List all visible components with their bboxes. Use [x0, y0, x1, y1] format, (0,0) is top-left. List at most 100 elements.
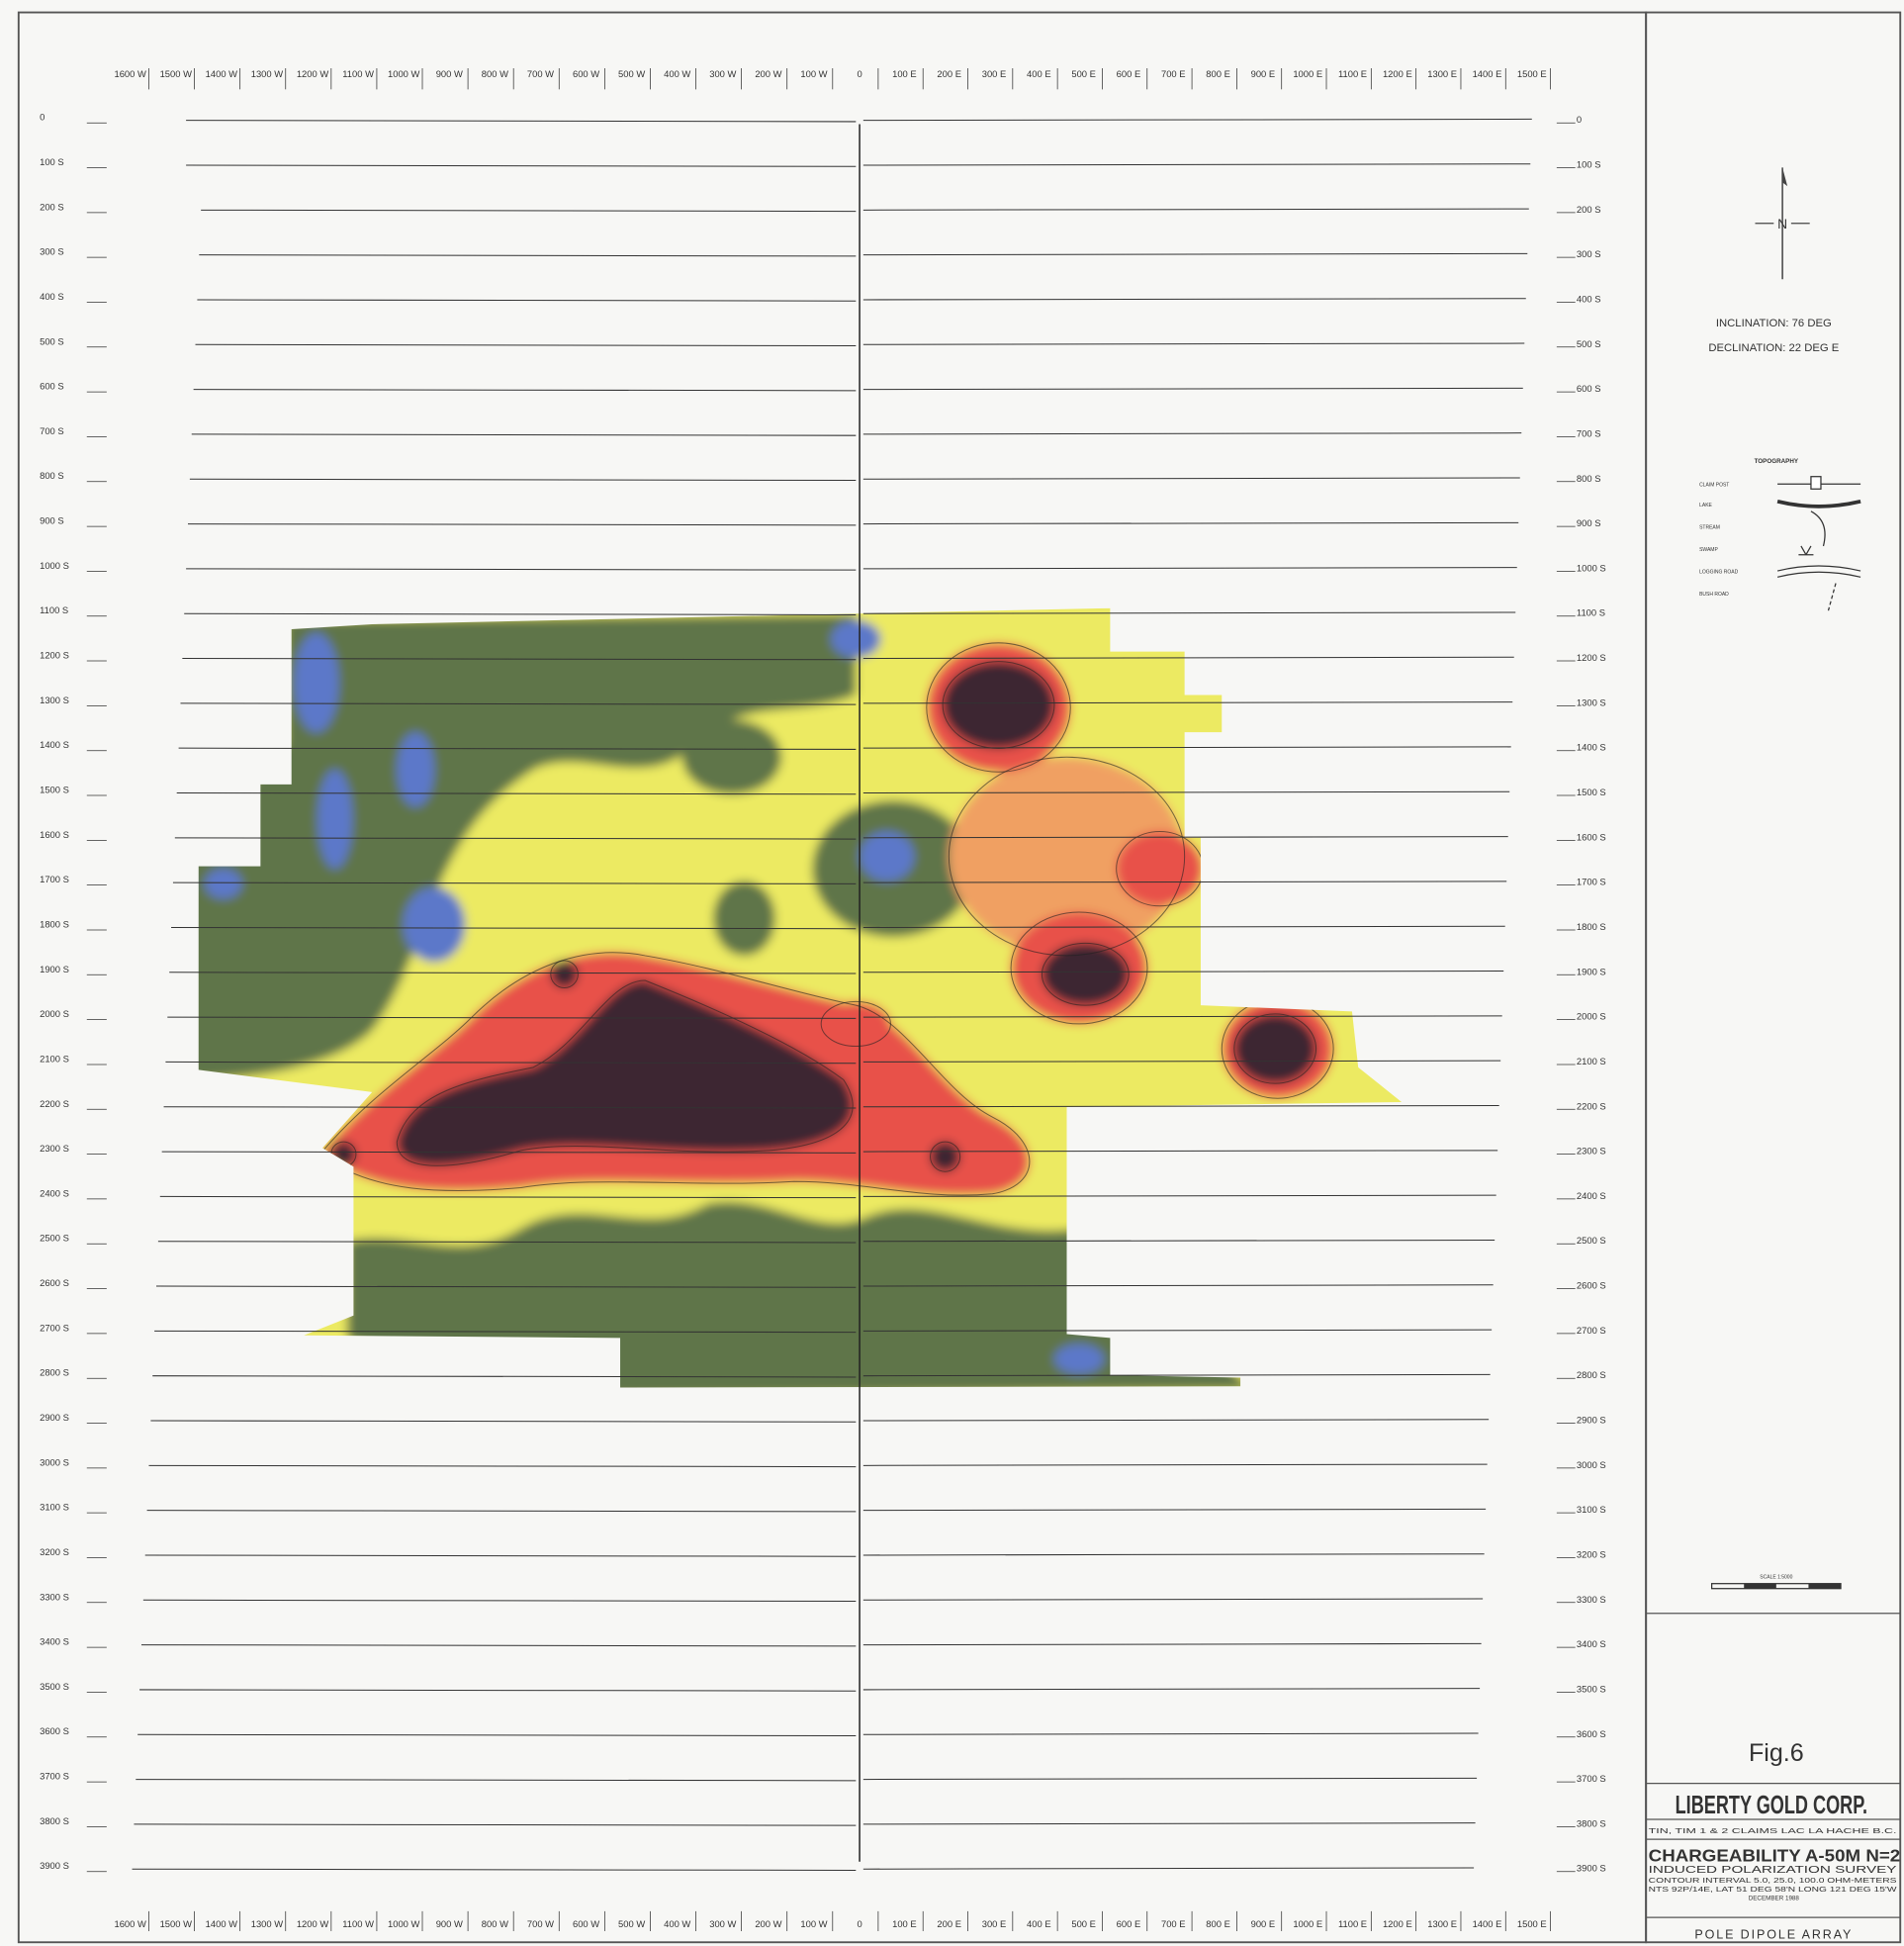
x-label-top: 900 E: [1251, 68, 1276, 79]
legend-item: LOGGING ROAD: [1699, 570, 1739, 576]
y-label-right: 1800 S: [1577, 921, 1606, 932]
x-label-bottom: 500 E: [1071, 1918, 1096, 1929]
contour-zone: [831, 620, 880, 658]
line-west: [184, 613, 856, 614]
line-east: [863, 433, 1521, 434]
x-label-top: 1600 W: [114, 68, 145, 79]
x-label-bottom: 1000 E: [1293, 1918, 1322, 1929]
line-west: [141, 1645, 856, 1646]
line-west: [150, 1421, 856, 1422]
x-label-top: 0: [857, 68, 861, 79]
line-west: [139, 1690, 856, 1691]
bush-road-symbol: [1829, 584, 1837, 611]
x-label-bottom: 500 W: [618, 1918, 645, 1929]
line-west: [190, 479, 856, 480]
y-label-left: 3800 S: [40, 1815, 69, 1826]
line-west: [147, 1511, 857, 1512]
x-label-top: 600 E: [1117, 68, 1141, 79]
x-label-bottom: 1200 W: [297, 1918, 328, 1929]
y-label-left: 2800 S: [40, 1367, 69, 1378]
y-label-left: 400 S: [40, 291, 64, 302]
x-label-top: 1400 E: [1473, 68, 1502, 79]
y-label-right: 2800 S: [1577, 1369, 1606, 1380]
x-label-top: 400 E: [1027, 68, 1051, 79]
y-label-left: 1500 S: [40, 785, 69, 795]
x-label-bottom: 1100 W: [342, 1918, 374, 1929]
map-title: CHARGEABILITY A-50M N=2: [1649, 1846, 1901, 1866]
figure-number: Fig.6: [1749, 1739, 1804, 1767]
y-label-left: 300 S: [40, 246, 64, 257]
y-label-right: 2300 S: [1577, 1146, 1606, 1157]
y-label-left: 1000 S: [40, 560, 69, 571]
line-west: [148, 1465, 856, 1466]
company: LIBERTY GOLD CORP.: [1676, 1790, 1867, 1819]
y-label-left: 200 S: [40, 201, 64, 212]
legend-item: SWAMP: [1699, 547, 1718, 553]
title-block: Fig.6 LIBERTY GOLD CORP. TIN, TIM 1 & 2 …: [1646, 1739, 1900, 1941]
line-east: [863, 1778, 1477, 1779]
contour-zone: [294, 633, 338, 732]
x-label-bottom: 1400 W: [206, 1918, 237, 1929]
y-label-left: 1100 S: [40, 604, 68, 615]
line-west: [186, 569, 856, 570]
line-west: [192, 434, 857, 435]
x-label-top: 900 W: [436, 68, 463, 79]
x-label-bottom: 800 E: [1206, 1918, 1230, 1929]
x-label-top: 1300 E: [1427, 68, 1457, 79]
x-label-top: 100 E: [892, 68, 917, 79]
contour-zone: [682, 720, 781, 794]
line-east: [863, 1643, 1482, 1644]
y-label-right: 1300 S: [1577, 696, 1606, 707]
declination: DECLINATION: 22 DEG E: [1708, 342, 1839, 354]
x-label-top: 500 W: [618, 68, 645, 79]
side-panel: [1646, 13, 1900, 1943]
line-west: [145, 1555, 857, 1556]
lake-symbol: [1777, 502, 1860, 507]
y-label-left: 600 S: [40, 381, 64, 392]
y-label-left: 2300 S: [40, 1143, 69, 1154]
y-label-right: 2400 S: [1577, 1190, 1606, 1201]
scale-bar: SCALE 1:5000: [1712, 1575, 1841, 1589]
line-east: [863, 1554, 1485, 1555]
contour-zone: [397, 732, 434, 806]
y-label-right: 3200 S: [1577, 1548, 1606, 1559]
y-label-right: 2200 S: [1577, 1100, 1606, 1111]
y-label-right: 1400 S: [1577, 742, 1606, 753]
y-label-right: 600 S: [1577, 383, 1601, 394]
y-label-right: 2000 S: [1577, 1011, 1606, 1022]
survey-date: DECEMBER 1988: [1749, 1896, 1800, 1902]
chargeability-contours: [186, 596, 1426, 1402]
contour-layers: [186, 596, 1426, 1402]
inclination: INCLINATION: 76 DEG: [1716, 318, 1832, 329]
claim-post-symbol: [1811, 477, 1821, 490]
y-label-left: 3000 S: [40, 1456, 69, 1467]
y-label-left: 1400 S: [40, 739, 69, 750]
y-label-right: 200 S: [1577, 204, 1601, 215]
line-east: [863, 119, 1532, 120]
legend-item: CLAIM POST: [1699, 483, 1729, 489]
line-east: [863, 1599, 1483, 1600]
y-label-right: 3300 S: [1577, 1594, 1606, 1605]
contour-zone: [404, 887, 466, 962]
y-label-left: 900 S: [40, 515, 64, 526]
y-label-left: 3400 S: [40, 1636, 69, 1647]
array-type: POLE DIPOLE ARRAY: [1694, 1927, 1853, 1941]
y-label-right: 3100 S: [1577, 1504, 1606, 1515]
line-east: [863, 1464, 1488, 1465]
x-label-top: 500 E: [1071, 68, 1096, 79]
y-label-right: 100 S: [1577, 159, 1601, 170]
y-label-left: 500 S: [40, 335, 64, 346]
y-label-right: 2100 S: [1577, 1056, 1606, 1066]
x-label-bottom: 100 E: [892, 1918, 917, 1929]
y-label-left: 1700 S: [40, 874, 69, 884]
y-label-right: 2600 S: [1577, 1280, 1606, 1291]
x-label-bottom: 1300 E: [1427, 1918, 1457, 1929]
scale-bar-segment: [1808, 1584, 1841, 1589]
y-label-left: 3300 S: [40, 1591, 69, 1602]
x-label-top: 600 W: [573, 68, 599, 79]
north-label: N: [1777, 217, 1787, 232]
x-label-bottom: 1300 W: [251, 1918, 283, 1929]
y-label-right: 800 S: [1577, 473, 1601, 484]
x-label-bottom: 700 W: [527, 1918, 554, 1929]
x-label-bottom: 300 W: [709, 1918, 736, 1929]
